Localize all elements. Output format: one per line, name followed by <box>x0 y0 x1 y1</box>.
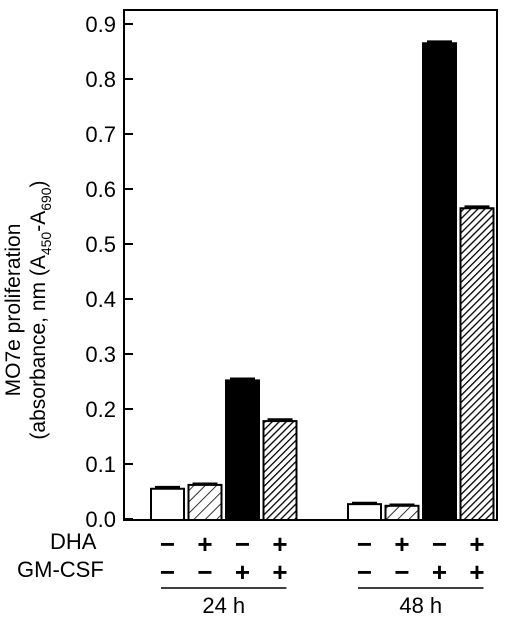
bar <box>384 504 420 521</box>
y-tick-label: 0.6 <box>85 177 116 202</box>
gmcsf-sign: + <box>272 557 287 587</box>
plot-frame <box>123 9 498 521</box>
gmcsf-sign: + <box>235 557 250 587</box>
y-axis-title-prefix: (absorbance, nm (A <box>27 255 50 439</box>
dha-sign: + <box>272 529 287 559</box>
dha-sign: + <box>394 529 409 559</box>
y-axis-title-line1: MO7e proliferation <box>2 224 25 397</box>
dha-sign: − <box>357 529 372 559</box>
y-tick-label: 0.0 <box>85 507 116 532</box>
y-axis: 0.0 0.1 0.2 0.3 0.4 0.5 0.6 0.7 0.8 0.9 <box>85 12 133 532</box>
y-axis-title-line2: (absorbance, nm (A450-A690) <box>27 180 54 439</box>
y-tick-label: 0.5 <box>85 232 116 257</box>
group-labels: 24 h 48 h <box>161 587 484 618</box>
condition-signs: −−+−−+++−−+−−+++ <box>160 529 485 587</box>
bar <box>459 207 495 521</box>
y-axis-title-dash: -A <box>27 211 50 232</box>
y-axis-title-sub1: 450 <box>38 232 54 256</box>
gmcsf-sign: + <box>469 557 484 587</box>
bar <box>347 503 382 521</box>
dha-sign: − <box>235 529 250 559</box>
y-tick-label: 0.7 <box>85 122 116 147</box>
gmcsf-sign: − <box>357 557 372 587</box>
gmcsf-sign: − <box>160 557 175 587</box>
y-axis-title-sub2: 690 <box>38 187 54 211</box>
gmcsf-sign: + <box>432 557 447 587</box>
bars-layer <box>150 40 495 522</box>
bar <box>225 379 260 521</box>
dha-sign: − <box>160 529 175 559</box>
bar <box>262 420 298 522</box>
y-tick-label: 0.2 <box>85 397 116 422</box>
y-axis-title-suffix: ) <box>27 180 50 187</box>
y-tick-label: 0.9 <box>85 12 116 37</box>
group-label: 24 h <box>202 593 245 618</box>
y-tick-label: 0.3 <box>85 342 116 367</box>
y-tick-label: 0.8 <box>85 67 116 92</box>
row-label-dha: DHA <box>50 529 97 554</box>
dha-sign: + <box>469 529 484 559</box>
gmcsf-sign: − <box>394 557 409 587</box>
row-label-gmcsf: GM-CSF <box>17 557 104 582</box>
dha-sign: − <box>432 529 447 559</box>
bar <box>187 483 223 521</box>
gmcsf-sign: − <box>197 557 212 587</box>
dha-sign: + <box>197 529 212 559</box>
bar <box>422 42 457 521</box>
y-tick-label: 0.1 <box>85 452 116 477</box>
group-label: 48 h <box>399 593 442 618</box>
y-tick-label: 0.4 <box>85 287 116 312</box>
bar <box>150 487 185 521</box>
